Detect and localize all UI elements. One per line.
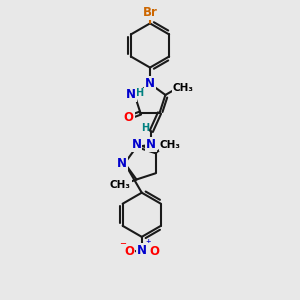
Text: ⁺: ⁺ [145,239,150,249]
Text: H: H [135,88,143,98]
Text: N: N [145,77,155,90]
Text: N: N [146,138,156,151]
Text: N: N [126,88,136,101]
Text: CH₃: CH₃ [173,83,194,93]
Text: Br: Br [142,6,158,19]
Text: O: O [124,111,134,124]
Text: H: H [141,123,149,133]
Text: O: O [124,245,134,258]
Text: CH₃: CH₃ [160,140,181,150]
Text: ⁻: ⁻ [119,240,126,253]
Text: N: N [117,157,127,170]
Text: O: O [149,245,159,258]
Text: CH₃: CH₃ [110,180,131,190]
Text: N: N [131,138,142,151]
Text: N: N [137,244,147,256]
